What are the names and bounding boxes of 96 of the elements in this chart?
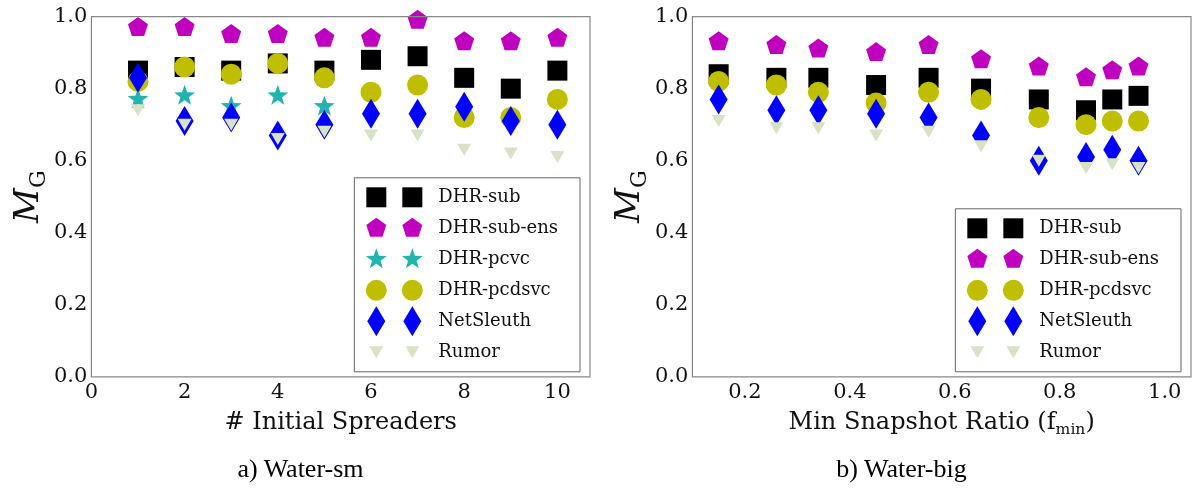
legend-label: Rumor [438, 339, 501, 361]
point [500, 31, 521, 51]
point [128, 16, 148, 36]
point [1079, 161, 1094, 174]
point [361, 27, 381, 47]
y-axis-title: MG [607, 170, 652, 224]
y-tick-label: 0.2 [654, 291, 689, 316]
legend-label: NetSleuth [438, 308, 532, 330]
point [1102, 60, 1123, 80]
y-tick-label: 0.4 [53, 219, 88, 244]
point [708, 31, 729, 51]
x-tick-label: 0.2 [728, 378, 762, 403]
x-tick-label: 10 [544, 378, 571, 403]
point [547, 27, 568, 47]
point [407, 9, 428, 29]
point [410, 129, 425, 142]
point [711, 115, 726, 128]
point [1101, 110, 1123, 132]
point [547, 60, 568, 81]
legend-label: DHR-pcdsvc [438, 277, 551, 299]
point [1028, 89, 1049, 110]
legend-label: DHR-sub [1039, 215, 1122, 237]
point [267, 24, 288, 44]
legend-label: DHR-pcvc [438, 246, 530, 268]
y-tick-label: 1.0 [53, 3, 88, 28]
y-tick-label: 0.6 [654, 147, 689, 172]
y-tick-label: 1.0 [654, 3, 689, 28]
point [866, 42, 887, 62]
legend-label: DHR-sub-ens [438, 215, 559, 237]
point [360, 49, 381, 70]
point [1128, 110, 1150, 132]
point [407, 74, 429, 96]
point [174, 16, 195, 36]
point [971, 49, 992, 69]
point [313, 67, 335, 89]
point [407, 46, 428, 67]
point [708, 70, 730, 92]
x-tick-label: 8 [457, 378, 471, 403]
point [1075, 114, 1097, 136]
point [811, 122, 826, 135]
x-tick-label: 0.4 [833, 378, 867, 403]
point [869, 129, 884, 142]
x-tick-label: 6 [364, 378, 378, 403]
y-tick-label: 0.6 [53, 147, 88, 172]
x-axis-title: # Initial Spreaders [224, 407, 457, 436]
y-tick-label: 0.8 [654, 75, 689, 100]
point [866, 75, 887, 96]
point [921, 125, 936, 138]
point [500, 78, 521, 99]
point [918, 34, 939, 54]
point [454, 31, 475, 51]
point [1028, 106, 1050, 128]
point [313, 95, 335, 116]
y-axis-title: MG [6, 170, 51, 224]
point [1128, 85, 1149, 106]
point [457, 143, 472, 156]
legend-label: Rumor [1039, 339, 1102, 361]
point [363, 129, 378, 142]
point [807, 81, 829, 103]
legend-label: DHR-sub [438, 184, 521, 206]
y-tick-label: 0.2 [53, 291, 88, 316]
point [1105, 158, 1120, 171]
point [918, 81, 940, 103]
point [769, 122, 784, 135]
point [765, 74, 787, 96]
point [454, 67, 475, 88]
point [1102, 89, 1123, 110]
point [174, 84, 196, 105]
point [974, 140, 989, 153]
point [546, 88, 568, 110]
point [360, 81, 382, 103]
point [1028, 56, 1049, 76]
legend-label: DHR-pcdsvc [1039, 277, 1152, 299]
x-tick-label: 4 [271, 378, 285, 403]
y-tick-label: 0.0 [654, 363, 689, 388]
x-tick-label: 1.0 [1148, 378, 1182, 403]
point [550, 151, 565, 164]
x-tick-label: 2 [177, 378, 192, 403]
text: a) Water-sm [236, 454, 365, 484]
point [221, 24, 242, 44]
point [808, 38, 829, 58]
text: b) Water-big [835, 454, 968, 484]
point [131, 104, 145, 117]
x-tick-label: 0.8 [1043, 378, 1077, 403]
legend-label: NetSleuth [1039, 308, 1133, 330]
point [314, 27, 335, 47]
legend-label: DHR-sub-ens [1039, 246, 1160, 268]
y-tick-label: 0.8 [53, 75, 88, 100]
x-tick-label: 0.6 [938, 378, 972, 403]
point [766, 34, 787, 54]
point [1076, 67, 1097, 87]
point [267, 84, 289, 105]
point [1128, 56, 1149, 76]
point [970, 88, 992, 110]
y-tick-label: 0.4 [654, 219, 689, 244]
point [503, 147, 518, 160]
